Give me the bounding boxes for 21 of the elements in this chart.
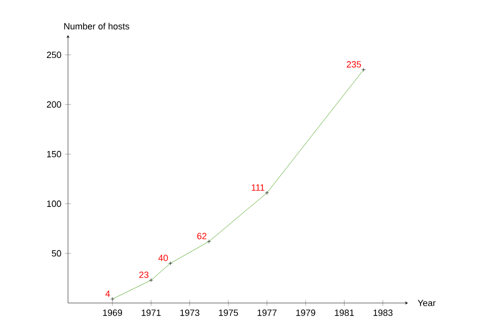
x-tick-label: 1975	[219, 310, 238, 316]
y-axis-title: Number of hosts	[64, 22, 130, 30]
x-tick-label: 1979	[296, 310, 316, 316]
data-label: 235	[346, 61, 361, 68]
x-tick-label: 1977	[258, 310, 277, 316]
data-label: 111	[252, 184, 264, 191]
x-tick-label: 1971	[142, 310, 161, 316]
x-axis-title: Year	[418, 300, 436, 306]
x-tick-label: 1973	[180, 310, 200, 316]
y-tick-label: 150	[47, 150, 62, 158]
x-tick-label: 1983	[374, 310, 393, 316]
data-label: 4	[105, 290, 110, 297]
data-label: 62	[197, 232, 206, 240]
x-tick-label: 1969	[103, 310, 122, 316]
y-tick-label: 200	[46, 101, 62, 108]
y-tick-label: 100	[47, 200, 62, 207]
x-tick-label: 1981	[334, 310, 354, 316]
y-tick-label: 250	[46, 52, 62, 58]
y-tick-label: 50	[52, 250, 62, 257]
data-label: 23	[139, 272, 148, 278]
data-label: 40	[158, 254, 168, 262]
